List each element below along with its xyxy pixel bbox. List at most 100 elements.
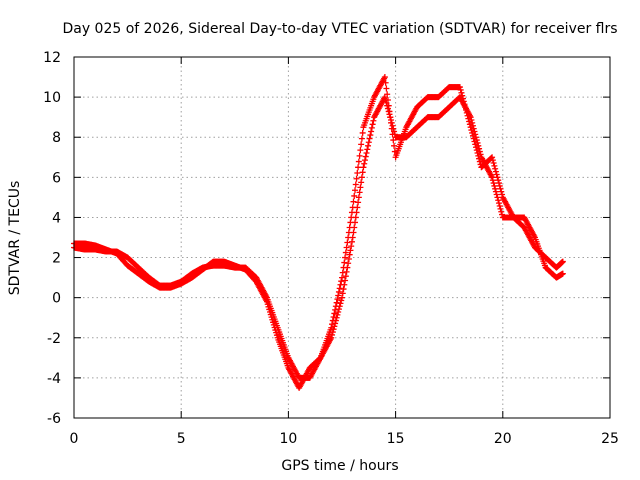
data-point [370, 117, 377, 124]
data-point [495, 177, 502, 184]
data-point [470, 135, 477, 142]
data-point [342, 277, 349, 284]
data-point [356, 189, 363, 196]
data-point [352, 187, 359, 194]
data-point [463, 109, 470, 116]
data-point [348, 238, 355, 245]
data-point [333, 299, 340, 306]
data-point [345, 229, 352, 236]
data-point [369, 121, 376, 128]
data-point [471, 138, 478, 145]
data-point [458, 89, 465, 96]
data-point [334, 296, 341, 303]
data-point [495, 200, 502, 207]
data-point [339, 294, 345, 301]
data-point [338, 297, 345, 304]
data-point [497, 185, 504, 192]
data-point [497, 205, 504, 212]
data-point [343, 268, 350, 275]
data-point [361, 160, 368, 167]
data-point [335, 288, 342, 295]
data-point [492, 165, 499, 172]
data-point [494, 194, 501, 201]
data-point [340, 286, 347, 293]
data-point [494, 174, 501, 181]
data-point [491, 182, 498, 189]
data-point [466, 121, 473, 128]
y-axis-label: SDTVAR / TECUs [7, 181, 23, 296]
data-point [333, 314, 340, 321]
data-point [342, 254, 349, 261]
data-point [339, 269, 346, 276]
data-point [335, 306, 342, 313]
y-tick-label: -6 [47, 411, 61, 427]
data-point [361, 157, 368, 164]
data-point [384, 91, 391, 98]
data-point [498, 188, 505, 195]
data-point [492, 185, 499, 192]
data-point [382, 79, 389, 86]
data-point [473, 147, 480, 154]
data-point [490, 180, 497, 187]
data-point [346, 224, 353, 231]
data-point [350, 198, 357, 205]
data-point [358, 179, 365, 186]
y-tick-label: -2 [47, 331, 61, 347]
x-tick-label: 20 [494, 431, 512, 447]
data-point [355, 199, 362, 206]
data-point [493, 191, 500, 198]
data-point [339, 290, 346, 297]
data-point [329, 321, 336, 328]
data-point [492, 188, 499, 195]
data-point [496, 182, 503, 189]
data-point [358, 135, 365, 142]
data-point [383, 85, 390, 92]
data-point [388, 119, 395, 126]
data-point [456, 84, 463, 91]
data-point [360, 164, 367, 171]
data-point [354, 170, 361, 177]
data-point [496, 202, 503, 209]
data-point [469, 132, 476, 139]
data-point [357, 147, 364, 154]
data-point [358, 141, 365, 148]
data-point [476, 155, 483, 162]
data-point [386, 108, 393, 115]
data-point [355, 164, 362, 171]
data-point [365, 139, 372, 146]
data-point [466, 118, 473, 125]
data-point [489, 177, 496, 184]
data-point [388, 125, 395, 132]
data-marks [71, 74, 566, 391]
data-point [499, 191, 506, 198]
y-tick-label: 6 [52, 170, 61, 186]
data-point [348, 243, 355, 250]
data-point [464, 112, 471, 119]
data-point [341, 259, 348, 266]
plot-frame [73, 56, 611, 419]
data-point [463, 107, 470, 114]
data-point [334, 311, 341, 318]
data-point [368, 124, 375, 131]
x-axis-label: GPS time / hours [281, 458, 398, 474]
data-point [459, 92, 466, 99]
data-point [365, 142, 372, 149]
data-point [346, 251, 353, 258]
data-point [387, 114, 394, 121]
series-1 [71, 74, 566, 391]
data-point [328, 324, 335, 331]
data-point [362, 153, 369, 160]
data-point [559, 258, 566, 265]
data-point [492, 168, 499, 175]
data-point [345, 255, 352, 262]
data-point [356, 152, 363, 159]
data-point [475, 152, 482, 159]
data-point [495, 180, 502, 187]
data-point [468, 127, 475, 134]
x-tick-label: 25 [601, 431, 619, 447]
data-point [352, 181, 359, 188]
data-point [345, 260, 352, 267]
data-point [368, 128, 375, 135]
y-tick-label: 0 [52, 291, 61, 307]
data-point [460, 98, 467, 105]
